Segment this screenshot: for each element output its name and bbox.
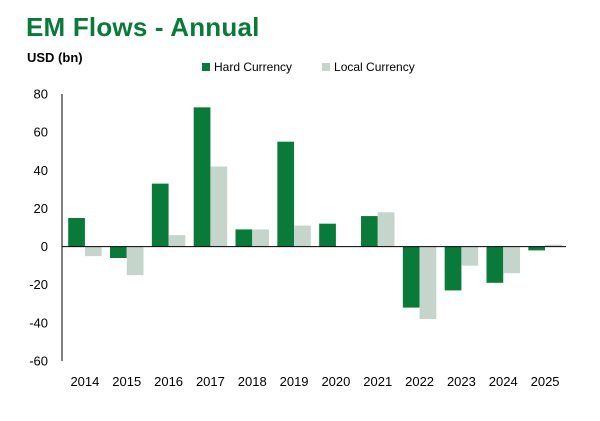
x-tick-label: 2018 — [238, 374, 267, 389]
bar-hard-currency — [110, 246, 127, 259]
y-tick-label: 80 — [34, 87, 48, 102]
bar-local-currency — [503, 246, 520, 274]
legend-label-local-currency: Local Currency — [334, 60, 415, 74]
bar-hard-currency — [319, 223, 336, 247]
bar-local-currency — [545, 244, 562, 247]
bar-hard-currency — [277, 141, 295, 247]
bar-hard-currency — [361, 216, 378, 247]
y-tick-label: 40 — [34, 163, 48, 178]
bar-local-currency — [377, 212, 395, 247]
x-tick-label: 2024 — [489, 374, 518, 389]
chart-title: EM Flows - Annual — [26, 12, 260, 42]
legend-label-hard-currency: Hard Currency — [214, 60, 293, 74]
bar-hard-currency — [193, 107, 211, 247]
y-tick-label: -60 — [29, 354, 48, 369]
bar-local-currency — [168, 235, 186, 247]
bar-hard-currency — [151, 183, 169, 247]
chart-legend: Hard Currency Local Currency — [202, 60, 445, 74]
bar-hard-currency — [402, 246, 420, 308]
bar-local-currency — [210, 166, 228, 247]
legend-swatch-hard-currency — [202, 63, 210, 71]
x-tick-label: 2023 — [447, 374, 476, 389]
bar-local-currency — [461, 246, 479, 266]
x-tick-label: 2020 — [321, 374, 350, 389]
bar-local-currency — [84, 246, 102, 257]
y-tick-label: 20 — [34, 201, 48, 216]
y-tick-label: 0 — [41, 239, 48, 254]
bar-hard-currency — [235, 229, 253, 247]
legend-swatch-local-currency — [322, 63, 331, 71]
bar-local-currency — [252, 229, 269, 247]
bar-local-currency — [294, 225, 311, 247]
x-tick-label: 2016 — [154, 374, 183, 389]
x-tick-label: 2017 — [196, 374, 225, 389]
bar-hard-currency — [528, 246, 546, 251]
x-tick-label: 2025 — [531, 374, 560, 389]
bar-hard-currency — [486, 246, 504, 283]
bar-hard-currency — [444, 246, 462, 291]
x-tick-label: 2014 — [70, 374, 99, 389]
x-tick-label: 2022 — [405, 374, 434, 389]
bar-hard-currency — [68, 217, 85, 247]
y-tick-label: -20 — [29, 277, 48, 292]
bar-local-currency — [419, 246, 437, 320]
legend-item-local-currency: Local Currency — [322, 60, 415, 74]
y-axis-label: USD (bn) — [27, 50, 83, 65]
bar-local-currency — [126, 246, 144, 276]
legend-item-hard-currency: Hard Currency — [202, 60, 292, 74]
x-tick-label: 2021 — [363, 374, 392, 389]
x-tick-label: 2019 — [280, 374, 309, 389]
y-tick-label: 60 — [34, 125, 48, 140]
y-tick-label: -40 — [29, 315, 48, 330]
x-tick-label: 2015 — [112, 374, 141, 389]
